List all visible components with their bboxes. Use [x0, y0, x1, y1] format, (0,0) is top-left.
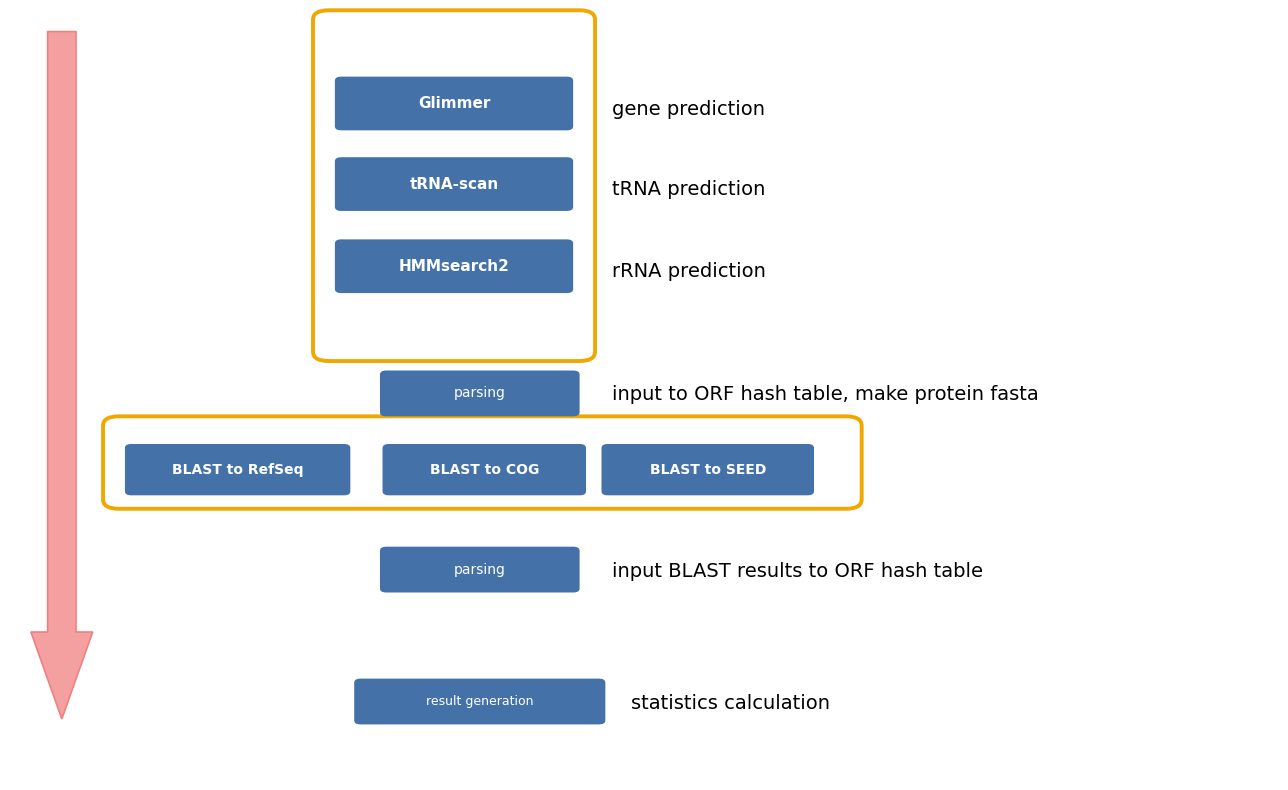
FancyBboxPatch shape [335, 239, 573, 293]
Text: Glimmer: Glimmer [417, 96, 491, 111]
Text: input to ORF hash table, make protein fasta: input to ORF hash table, make protein fa… [612, 386, 1038, 404]
Text: statistics calculation: statistics calculation [631, 694, 831, 713]
FancyBboxPatch shape [335, 157, 573, 211]
FancyBboxPatch shape [354, 679, 605, 724]
Text: parsing: parsing [453, 386, 506, 401]
Text: tRNA prediction: tRNA prediction [612, 180, 765, 199]
Text: BLAST to RefSeq: BLAST to RefSeq [171, 463, 304, 476]
Text: HMMsearch2: HMMsearch2 [398, 259, 510, 273]
Text: input BLAST results to ORF hash table: input BLAST results to ORF hash table [612, 562, 983, 581]
FancyBboxPatch shape [601, 444, 814, 495]
Text: rRNA prediction: rRNA prediction [612, 262, 765, 281]
Text: BLAST to SEED: BLAST to SEED [649, 463, 766, 476]
FancyBboxPatch shape [125, 444, 350, 495]
Text: result generation: result generation [426, 695, 533, 708]
FancyBboxPatch shape [380, 547, 580, 592]
FancyBboxPatch shape [383, 444, 586, 495]
Text: parsing: parsing [453, 562, 506, 577]
Text: gene prediction: gene prediction [612, 100, 765, 118]
FancyBboxPatch shape [380, 371, 580, 416]
Text: tRNA-scan: tRNA-scan [410, 177, 498, 191]
FancyBboxPatch shape [335, 77, 573, 130]
Text: BLAST to COG: BLAST to COG [430, 463, 538, 476]
FancyArrow shape [31, 32, 93, 719]
